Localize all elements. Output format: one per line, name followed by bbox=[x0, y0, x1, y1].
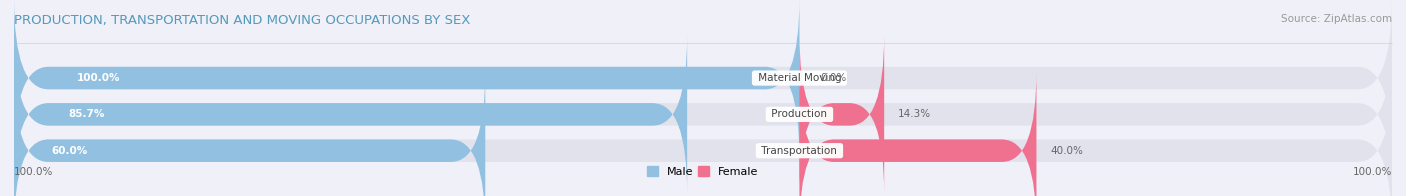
Text: Transportation: Transportation bbox=[758, 146, 841, 156]
Text: Source: ZipAtlas.com: Source: ZipAtlas.com bbox=[1281, 14, 1392, 24]
Text: 100.0%: 100.0% bbox=[1353, 167, 1392, 177]
FancyBboxPatch shape bbox=[800, 71, 1036, 196]
Text: PRODUCTION, TRANSPORTATION AND MOVING OCCUPATIONS BY SEX: PRODUCTION, TRANSPORTATION AND MOVING OC… bbox=[14, 14, 471, 27]
Text: 14.3%: 14.3% bbox=[898, 109, 931, 119]
Text: 60.0%: 60.0% bbox=[52, 146, 89, 156]
Legend: Male, Female: Male, Female bbox=[647, 166, 759, 177]
FancyBboxPatch shape bbox=[14, 35, 1392, 194]
FancyBboxPatch shape bbox=[14, 0, 1392, 158]
FancyBboxPatch shape bbox=[14, 35, 688, 194]
FancyBboxPatch shape bbox=[14, 71, 1392, 196]
Text: Material Moving: Material Moving bbox=[755, 73, 845, 83]
Text: 0.0%: 0.0% bbox=[820, 73, 846, 83]
Text: Production: Production bbox=[768, 109, 831, 119]
Text: 85.7%: 85.7% bbox=[67, 109, 104, 119]
FancyBboxPatch shape bbox=[14, 0, 800, 158]
Text: 40.0%: 40.0% bbox=[1050, 146, 1083, 156]
FancyBboxPatch shape bbox=[800, 35, 884, 194]
Text: 100.0%: 100.0% bbox=[14, 167, 53, 177]
FancyBboxPatch shape bbox=[14, 71, 485, 196]
Text: 100.0%: 100.0% bbox=[77, 73, 121, 83]
